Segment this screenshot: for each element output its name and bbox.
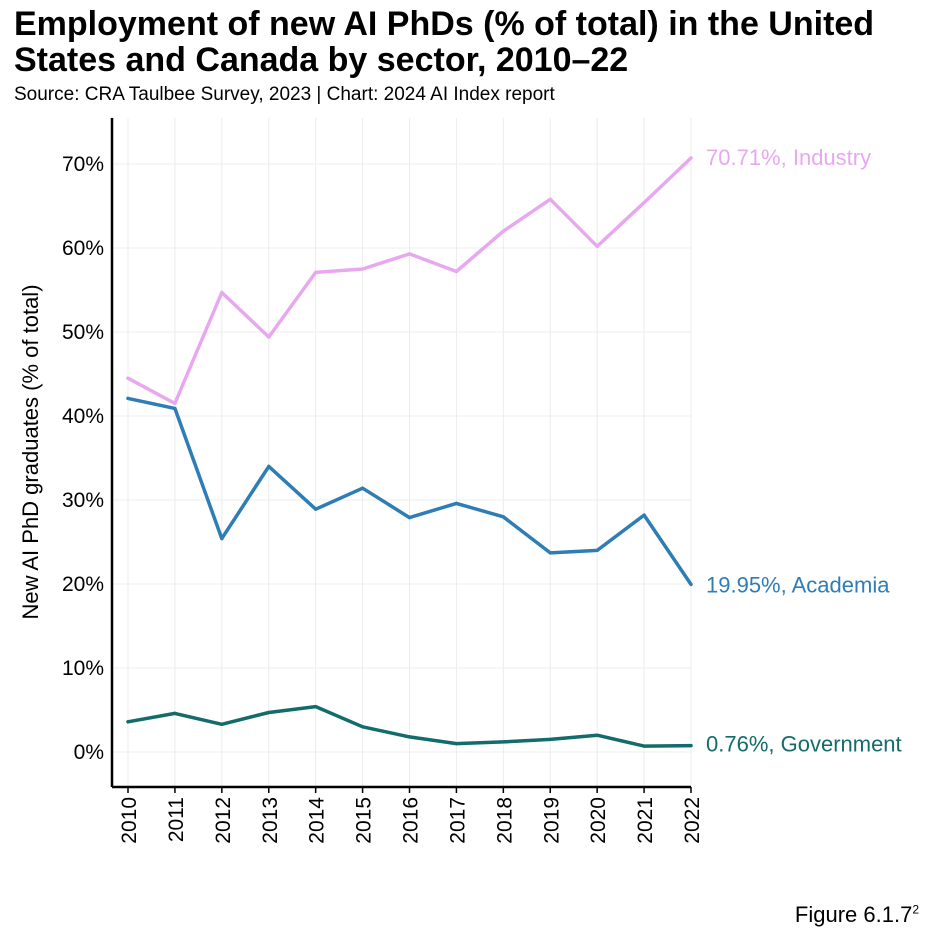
y-axis-title: New AI PhD graduates (% of total) [18, 284, 43, 619]
data-point-industry [689, 156, 693, 160]
x-tick-label: 2013 [259, 797, 282, 844]
chart-title: Employment of new AI PhDs (% of total) i… [14, 5, 875, 79]
x-tick-label: 2020 [587, 797, 610, 844]
y-tick-label: 60% [62, 237, 104, 260]
data-point-industry [173, 401, 177, 405]
data-point-industry [501, 229, 505, 233]
figure-number: Figure 6.1.7 [794, 902, 913, 927]
data-point-industry [595, 244, 599, 248]
x-tick-label: 2016 [400, 797, 423, 844]
end-label-government: 0.76%, Government [706, 732, 902, 757]
data-point-industry [454, 269, 459, 274]
y-tick-label: 50% [62, 321, 104, 344]
data-point-academia [548, 551, 552, 555]
end-label-industry: 70.71%, Industry [706, 145, 871, 170]
data-point-industry [126, 376, 130, 380]
data-point-academia [689, 582, 693, 587]
data-point-industry [220, 290, 224, 295]
data-point-government [407, 735, 412, 739]
data-point-academia [267, 464, 271, 468]
x-tick-label: 2014 [306, 797, 329, 844]
x-tick-label: 2015 [353, 797, 376, 844]
data-point-government [454, 742, 459, 746]
chart-subtitle: Source: CRA Taulbee Survey, 2023 | Chart… [14, 84, 555, 105]
x-tick-label: 2019 [540, 797, 563, 844]
data-point-government [360, 725, 365, 729]
end-label-academia: 19.95%, Academia [706, 572, 890, 597]
y-tick-label: 40% [62, 405, 104, 428]
footnote-marker: 2 [912, 902, 919, 917]
x-tick-label: 2011 [165, 797, 188, 842]
x-tick-label: 2010 [118, 797, 141, 844]
data-point-academia [314, 507, 318, 511]
data-point-academia [595, 548, 599, 553]
data-point-academia [220, 537, 224, 541]
data-point-academia [126, 396, 130, 400]
data-point-industry [267, 335, 271, 339]
data-point-academia [501, 515, 505, 519]
line-chart: 0% 10% 20% 30% 40% 50% 60% 70% 2010 2011 2012 2013 2… [18, 118, 902, 844]
data-point-government [173, 711, 177, 715]
data-point-government [689, 744, 693, 748]
x-tick-label: 2018 [493, 797, 516, 844]
data-point-academia [407, 516, 412, 520]
x-tick-label: 2017 [446, 797, 469, 844]
data-point-government [314, 705, 318, 709]
data-point-government [267, 710, 271, 715]
data-point-industry [548, 197, 552, 201]
data-point-industry [407, 252, 412, 256]
data-point-academia [454, 501, 459, 505]
data-point-government [220, 722, 224, 726]
data-point-industry [314, 270, 318, 274]
data-point-industry [642, 201, 646, 205]
figure-label: Figure 6.1.72 [795, 902, 919, 928]
x-tick-label: 2012 [212, 797, 235, 844]
x-tick-label: 2021 [634, 797, 657, 844]
data-point-government [501, 740, 505, 744]
y-tick-label: 30% [62, 489, 104, 512]
y-tick-label: 20% [62, 573, 104, 596]
data-point-industry [360, 267, 365, 271]
data-point-academia [642, 513, 646, 517]
y-tick-label: 0% [74, 741, 104, 764]
data-point-academia [173, 406, 177, 411]
data-point-government [595, 733, 599, 737]
data-point-government [642, 744, 646, 748]
data-point-academia [360, 486, 365, 490]
data-point-government [126, 720, 130, 724]
y-tick-label: 70% [62, 153, 104, 176]
data-point-government [548, 737, 552, 742]
y-tick-label: 10% [62, 657, 104, 680]
x-tick-label: 2022 [681, 797, 704, 844]
